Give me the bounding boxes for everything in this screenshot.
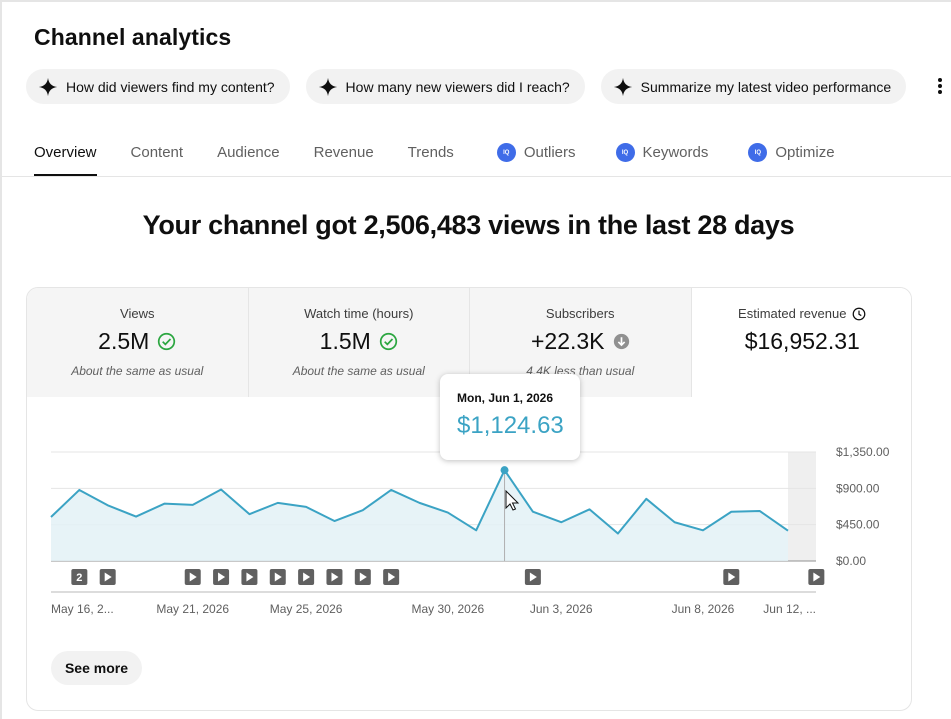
play-icon bbox=[104, 572, 112, 582]
play-icon bbox=[359, 572, 367, 582]
play-icon bbox=[218, 572, 226, 582]
metric-subscribers[interactable]: Subscribers +22.3K 4.4K less than usual bbox=[470, 288, 692, 397]
tab-keywords[interactable]: IQ Keywords bbox=[615, 130, 709, 177]
tab-label: Keywords bbox=[642, 144, 709, 161]
iq-icon: IQ bbox=[748, 143, 768, 162]
metric-note: About the same as usual bbox=[292, 364, 425, 378]
mouse-cursor-icon bbox=[505, 489, 520, 511]
sparkle-icon bbox=[38, 77, 58, 96]
tab-label: Audience bbox=[217, 144, 280, 161]
metric-value-row: $16,952.31 bbox=[692, 328, 912, 355]
see-more-button[interactable]: See more bbox=[51, 651, 142, 685]
chip-summarize-latest-video[interactable]: Summarize my latest video performance bbox=[600, 69, 907, 104]
metric-label-row: Estimated revenue bbox=[692, 306, 912, 321]
metric-estimated-revenue[interactable]: Estimated revenue $16,952.31 bbox=[691, 288, 912, 397]
arrow-down-circle-icon bbox=[613, 333, 629, 350]
tab-revenue[interactable]: Revenue bbox=[314, 130, 374, 177]
play-icon bbox=[246, 572, 254, 582]
x-tick-label: May 25, 2026 bbox=[270, 602, 343, 616]
metric-tabs: Views 2.5M About the same as usual Watch… bbox=[27, 288, 912, 397]
window-top-border bbox=[0, 0, 951, 2]
metric-note: About the same as usual bbox=[71, 364, 204, 378]
play-icon bbox=[728, 572, 736, 582]
suggestion-chips: How did viewers find my content? How man… bbox=[26, 69, 907, 104]
tab-label: Content bbox=[130, 144, 184, 161]
play-icon bbox=[303, 572, 311, 582]
video-count-label: 2 bbox=[76, 572, 82, 584]
y-tick-label: $900.00 bbox=[836, 481, 880, 495]
y-tick-label: $450.00 bbox=[836, 518, 880, 532]
x-tick-label: May 30, 2026 bbox=[411, 602, 484, 616]
tab-label: Trends bbox=[407, 144, 454, 161]
play-icon bbox=[274, 572, 282, 582]
tooltip-value: $1,124.63 bbox=[457, 412, 564, 439]
incomplete-data-region bbox=[788, 452, 816, 561]
tab-outliers[interactable]: IQ Outliers bbox=[496, 130, 576, 177]
more-vert-icon[interactable] bbox=[934, 76, 946, 98]
metric-value: 1.5M bbox=[319, 328, 371, 354]
tabs-divider bbox=[0, 176, 951, 177]
x-tick-label: Jun 12, ... bbox=[763, 602, 816, 616]
chip-label: How many new viewers did I reach? bbox=[345, 78, 570, 95]
tab-label: Optimize bbox=[775, 144, 835, 161]
metric-label: Views bbox=[120, 306, 155, 321]
tooltip-date: Mon, Jun 1, 2026 bbox=[457, 391, 554, 405]
metric-label: Watch time (hours) bbox=[304, 306, 414, 321]
metric-value-row: +22.3K bbox=[470, 328, 691, 355]
tab-optimize[interactable]: IQ Optimize bbox=[748, 130, 835, 177]
window-left-border bbox=[0, 0, 2, 719]
x-tick-label: Jun 8, 2026 bbox=[672, 602, 735, 616]
play-icon bbox=[189, 572, 197, 582]
overview-card: Views 2.5M About the same as usual Watch… bbox=[26, 287, 912, 711]
tab-overview[interactable]: Overview bbox=[34, 130, 97, 177]
headline-views-summary: Your channel got 2,506,483 views in the … bbox=[142, 210, 795, 240]
chart-tooltip: Mon, Jun 1, 2026 $1,124.63 bbox=[440, 374, 580, 460]
metric-value-row: 2.5M bbox=[27, 328, 248, 355]
metric-value: 2.5M bbox=[98, 328, 150, 354]
chip-label: Summarize my latest video performance bbox=[640, 78, 892, 95]
x-tick-label: Jun 3, 2026 bbox=[530, 602, 593, 616]
metric-label: Estimated revenue bbox=[738, 306, 847, 321]
y-tick-label: $0.00 bbox=[836, 554, 866, 568]
metric-views[interactable]: Views 2.5M About the same as usual bbox=[27, 288, 249, 397]
revenue-area bbox=[51, 470, 788, 561]
iq-icon: IQ bbox=[615, 143, 635, 162]
x-tick-label: May 16, 2... bbox=[51, 602, 114, 616]
video-count-marker bbox=[71, 569, 88, 585]
page-title: Channel analytics bbox=[34, 24, 232, 50]
tab-label: Outliers bbox=[523, 144, 576, 161]
iq-icon: IQ bbox=[496, 143, 516, 162]
chip-new-viewers[interactable]: How many new viewers did I reach? bbox=[305, 69, 585, 104]
clock-icon bbox=[853, 307, 866, 320]
play-icon bbox=[331, 572, 339, 582]
revenue-line bbox=[50, 469, 789, 535]
check-circle-icon bbox=[158, 332, 176, 351]
tab-label: Overview bbox=[34, 144, 97, 161]
metric-watch-time[interactable]: Watch time (hours) 1.5M About the same a… bbox=[248, 288, 470, 397]
chip-label: How did viewers find my content? bbox=[66, 78, 275, 95]
analytics-tabs: Overview Content Audience Revenue Trends… bbox=[34, 130, 869, 177]
y-tick-label: $1,350.00 bbox=[836, 445, 890, 459]
play-icon bbox=[529, 572, 537, 582]
check-circle-icon bbox=[379, 332, 397, 351]
metric-value: +22.3K bbox=[530, 328, 605, 354]
sparkle-icon bbox=[613, 77, 632, 96]
tab-content[interactable]: Content bbox=[131, 130, 184, 177]
metric-label: Subscribers bbox=[545, 306, 615, 321]
chip-viewers-find-content[interactable]: How did viewers find my content? bbox=[26, 69, 290, 104]
tab-label: Revenue bbox=[313, 144, 374, 161]
highlighted-point bbox=[500, 466, 509, 475]
play-icon bbox=[388, 572, 396, 582]
metric-value-row: 1.5M bbox=[249, 328, 470, 355]
metric-value: $16,952.31 bbox=[744, 328, 860, 354]
tab-audience[interactable]: Audience bbox=[217, 130, 280, 177]
play-icon bbox=[813, 572, 821, 582]
sparkle-icon bbox=[318, 77, 337, 96]
tab-trends[interactable]: Trends bbox=[408, 130, 454, 177]
x-tick-label: May 21, 2026 bbox=[156, 602, 229, 616]
